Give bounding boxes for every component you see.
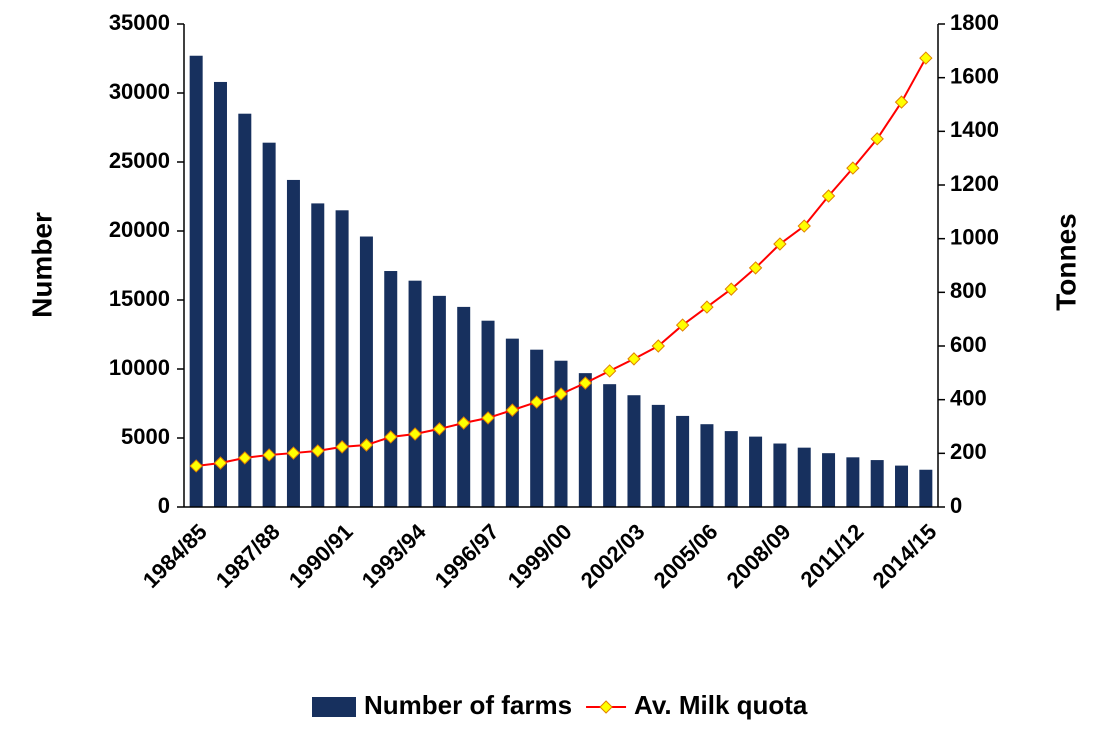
marker bbox=[894, 95, 909, 109]
x-tick-label: 2011/12 bbox=[795, 519, 868, 592]
x-tick-label: 1990/91 bbox=[284, 519, 358, 593]
y2-tick-label: 1000 bbox=[950, 224, 999, 249]
marker bbox=[578, 376, 593, 390]
marker bbox=[384, 430, 398, 444]
bar bbox=[627, 395, 641, 507]
marker bbox=[238, 451, 252, 465]
marker bbox=[651, 339, 665, 353]
bar bbox=[700, 424, 714, 507]
marker bbox=[870, 132, 884, 146]
marker bbox=[189, 459, 203, 473]
y2-tick-label: 1200 bbox=[950, 171, 999, 196]
bar bbox=[578, 373, 592, 507]
y2-axis-label: Tonnes bbox=[1050, 213, 1081, 310]
bar bbox=[262, 142, 276, 507]
marker bbox=[748, 261, 763, 275]
marker bbox=[529, 395, 544, 409]
bar bbox=[797, 447, 811, 507]
bar bbox=[311, 203, 325, 507]
marker bbox=[919, 51, 933, 65]
marker bbox=[700, 300, 714, 314]
legend-label: Number of farms bbox=[364, 690, 572, 720]
bar bbox=[919, 469, 933, 507]
y-tick-label: 20000 bbox=[109, 217, 170, 242]
bar bbox=[335, 210, 349, 508]
bar bbox=[408, 280, 422, 507]
bar bbox=[773, 443, 787, 507]
x-tick-label: 2005/06 bbox=[649, 519, 723, 593]
bar bbox=[724, 431, 738, 507]
marker bbox=[432, 422, 447, 436]
marker bbox=[213, 456, 228, 470]
bar bbox=[651, 404, 665, 507]
y-tick-label: 35000 bbox=[109, 10, 170, 35]
bar bbox=[238, 113, 252, 507]
y2-tick-label: 0 bbox=[950, 493, 962, 518]
y2-tick-label: 800 bbox=[950, 278, 987, 303]
bar bbox=[359, 236, 373, 507]
x-tick-label: 2014/15 bbox=[868, 519, 942, 593]
marker bbox=[335, 440, 349, 454]
bar bbox=[457, 306, 471, 507]
bar bbox=[870, 460, 884, 507]
bar bbox=[286, 179, 300, 507]
bar bbox=[554, 360, 568, 507]
x-tick-label: 1996/97 bbox=[430, 519, 504, 593]
bar bbox=[505, 338, 519, 507]
marker bbox=[286, 446, 301, 460]
x-tick-label: 2002/03 bbox=[576, 519, 650, 593]
y2-tick-label: 1400 bbox=[950, 117, 999, 142]
legend-swatch bbox=[312, 697, 356, 717]
marker bbox=[262, 448, 276, 462]
marker bbox=[359, 438, 374, 452]
y2-tick-label: 1600 bbox=[950, 63, 999, 88]
marker bbox=[846, 161, 860, 175]
marker bbox=[773, 237, 787, 251]
x-tick-label: 1987/88 bbox=[211, 519, 285, 593]
marker bbox=[627, 352, 641, 366]
bar bbox=[213, 81, 227, 508]
y-tick-label: 10000 bbox=[109, 355, 170, 380]
bar bbox=[603, 384, 617, 507]
y-tick-label: 25000 bbox=[109, 148, 170, 173]
y-tick-label: 15000 bbox=[109, 286, 170, 311]
x-tick-label: 1999/00 bbox=[503, 519, 577, 593]
marker bbox=[408, 427, 422, 441]
marker bbox=[457, 416, 471, 430]
bar bbox=[676, 415, 690, 507]
bar bbox=[432, 295, 446, 507]
bar bbox=[530, 349, 544, 507]
marker bbox=[505, 403, 520, 417]
marker bbox=[311, 444, 325, 458]
legend-marker bbox=[599, 700, 613, 714]
y2-tick-label: 200 bbox=[950, 439, 987, 464]
bar bbox=[822, 453, 836, 507]
bar bbox=[189, 55, 203, 508]
y2-tick-label: 400 bbox=[950, 385, 987, 410]
marker bbox=[602, 364, 617, 378]
marker bbox=[724, 282, 738, 296]
y-tick-label: 0 bbox=[158, 493, 170, 518]
x-tick-label: 2008/09 bbox=[722, 519, 796, 593]
legend-label: Av. Milk quota bbox=[634, 690, 808, 720]
y2-tick-label: 1800 bbox=[950, 10, 999, 35]
marker bbox=[797, 219, 811, 233]
y-axis-label: Number bbox=[26, 212, 57, 318]
bar bbox=[384, 271, 398, 507]
x-tick-label: 1993/94 bbox=[357, 518, 431, 592]
marker bbox=[481, 411, 495, 425]
y-tick-label: 5000 bbox=[121, 424, 170, 449]
y2-tick-label: 600 bbox=[950, 332, 987, 357]
marker bbox=[821, 189, 836, 203]
bar bbox=[749, 436, 763, 507]
bar bbox=[846, 457, 860, 507]
bar bbox=[895, 465, 909, 507]
y-tick-label: 30000 bbox=[109, 79, 170, 104]
x-tick-label: 1984/85 bbox=[138, 519, 212, 593]
marker bbox=[675, 318, 690, 332]
marker bbox=[554, 387, 568, 401]
